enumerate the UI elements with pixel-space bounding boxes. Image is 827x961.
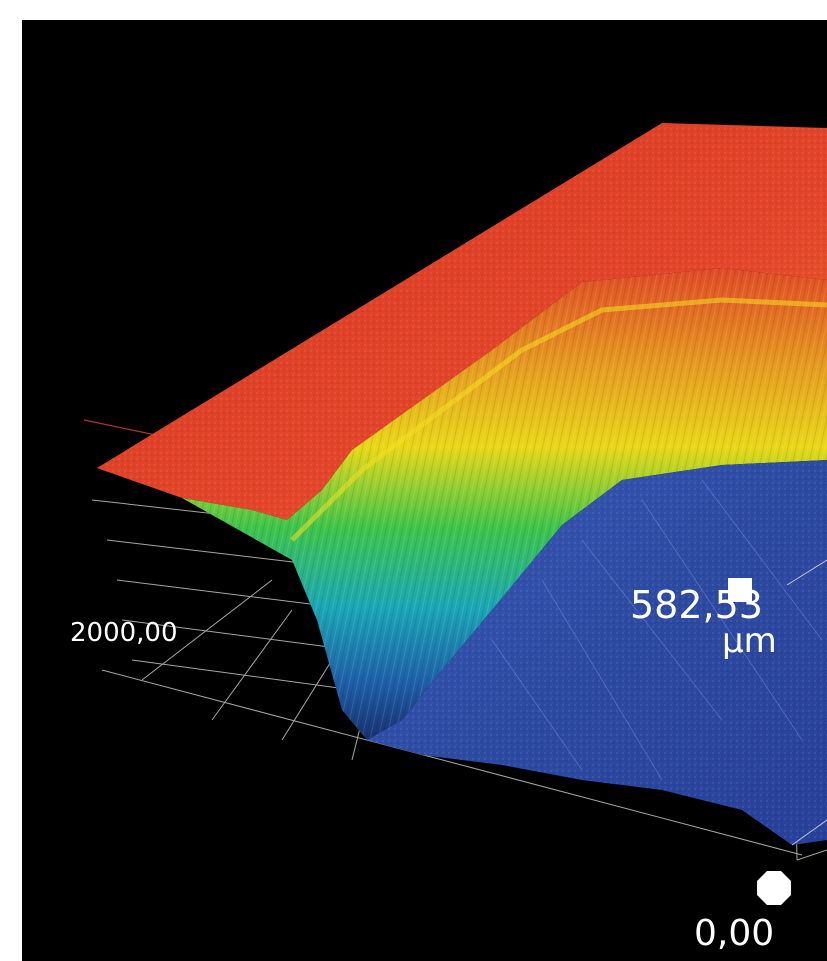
octagon-handle-icon[interactable] xyxy=(756,870,792,906)
height-unit-label: µm xyxy=(722,621,777,661)
surface-3d-render xyxy=(83,123,827,861)
3d-viewer-viewport[interactable]: 2000,00 582,53 µm 0,00 xyxy=(22,20,827,961)
axis-tick-label: 2000,00 xyxy=(70,618,178,648)
square-handle-icon[interactable] xyxy=(728,578,752,602)
origin-value-label: 0,00 xyxy=(694,913,775,954)
